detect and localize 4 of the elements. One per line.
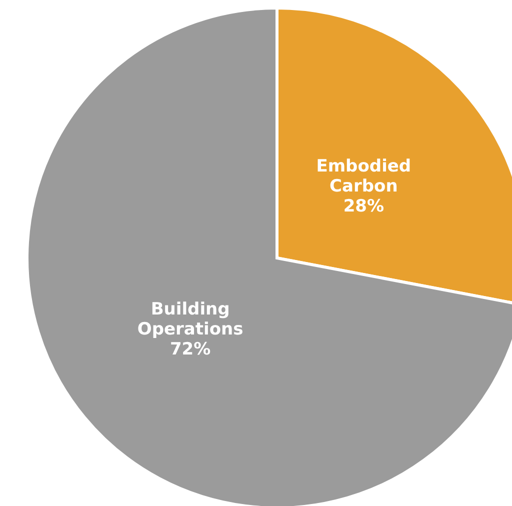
data-label: 28% xyxy=(343,196,384,216)
data-label: 72% xyxy=(170,339,211,360)
slice-label: Building Operations xyxy=(137,299,244,340)
slice-label: Embodied Carbon xyxy=(316,156,412,196)
